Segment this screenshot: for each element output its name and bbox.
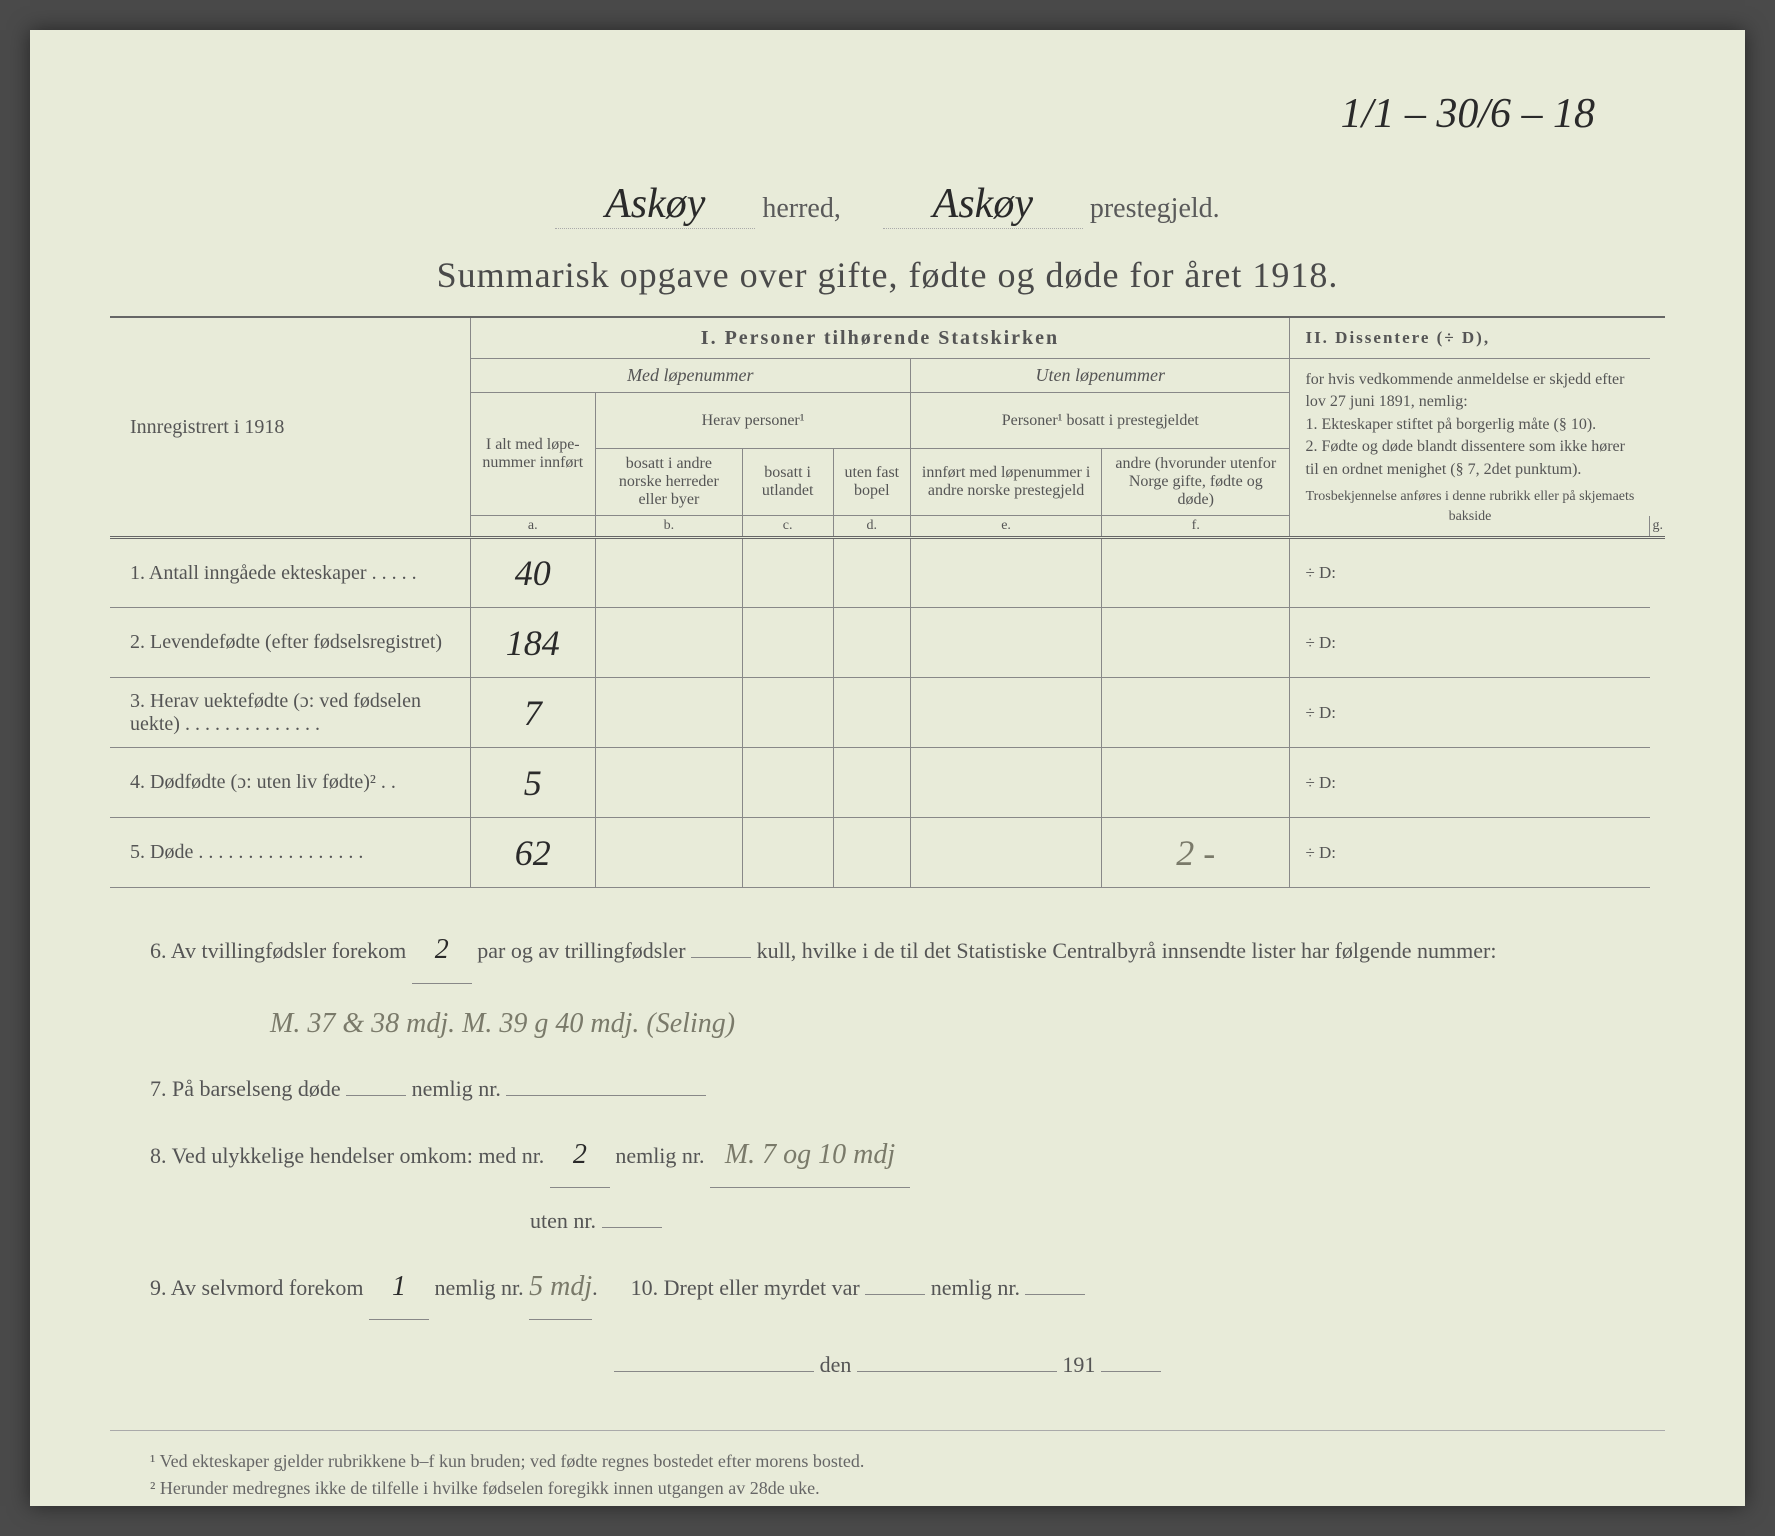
section1-header: I. Personer tilhørende Statskirken [470,317,1290,359]
letter-e: e. [911,516,1102,538]
section2-header: II. Dissentere (÷ D), [1290,317,1650,359]
row-label: 4. Dødfødte (ɔ: uten liv fødte)² . . [110,748,470,818]
cell-g: ÷ D: [1290,538,1650,608]
cell-e [911,538,1102,608]
cell-a: 40 [470,538,596,608]
col-a-header: I alt med løpe-nummer innført [470,393,596,516]
row-label: 2. Levendefødte (efter fødselsregistret) [110,608,470,678]
cell-b [596,608,743,678]
page-title: Summarisk opgave over gifte, fødte og dø… [110,254,1665,296]
cell-e [911,678,1102,748]
cell-b [596,538,743,608]
herav-personer: Herav personer¹ [596,393,911,449]
letter-b: b. [596,516,743,538]
cell-b [596,748,743,818]
cell-c [742,748,833,818]
q8-line: 8. Ved ulykkelige hendelser omkom: med n… [150,1123,1625,1188]
cell-d [833,748,911,818]
row-label: 5. Døde . . . . . . . . . . . . . . . . … [110,818,470,888]
col-e-header: innført med løpenummer i andre norske pr… [911,449,1102,516]
cell-d [833,818,911,888]
col-b-header: bosatt i andre norske herreder eller bye… [596,449,743,516]
cell-c [742,538,833,608]
letter-c: c. [742,516,833,538]
q6-line: 6. Av tvillingfødsler forekom 2 par og a… [150,918,1625,983]
q6-twins: 2 [412,918,472,983]
cell-e [911,608,1102,678]
cell-g: ÷ D: [1290,678,1650,748]
cell-f [1102,678,1290,748]
reg-label: Innregistrert i 1918 [110,317,470,538]
uten-lopenummer: Uten løpenummer [911,359,1290,393]
prestegjeld-value: Askøy [883,180,1083,229]
cell-a: 7 [470,678,596,748]
footnote-divider [110,1430,1665,1431]
header-line: Askøy herred, Askøy prestegjeld. [110,180,1665,229]
q8-detail: M. 7 og 10 mdj [710,1123,910,1188]
handwritten-date-annotation: 1/1 – 30/6 – 18 [1341,90,1595,138]
q8-count: 2 [550,1123,610,1188]
letter-f: f. [1102,516,1290,538]
cell-d [833,678,911,748]
table-row: 1. Antall inngåede ekteskaper . . . . . … [110,538,1665,608]
cell-f: 2 - [1102,818,1290,888]
row-label: 3. Herav uektefødte (ɔ: ved fødselen uek… [110,678,470,748]
letter-a: a. [470,516,596,538]
col-c-header: bosatt i utlandet [742,449,833,516]
q9-detail: 5 mdj [529,1255,592,1320]
herred-label: herred, [762,193,841,224]
table-row: 2. Levendefødte (efter fødselsregistret)… [110,608,1665,678]
main-table-wrap: Innregistrert i 1918 I. Personer tilhøre… [110,316,1665,888]
letter-g: g. [1650,516,1665,538]
cell-c [742,608,833,678]
cell-f [1102,538,1290,608]
q9-count: 1 [369,1255,429,1320]
cell-f [1102,748,1290,818]
col-d-header: uten fast bopel [833,449,911,516]
herred-value: Askøy [555,180,755,229]
date-line: den 191 [150,1340,1625,1391]
q9-q10-line: 9. Av selvmord forekom 1 nemlig nr. 5 md… [150,1255,1625,1320]
cell-g: ÷ D: [1290,818,1650,888]
q7-line: 7. På barselseng døde nemlig nr. [150,1064,1625,1115]
footnote-2: ² Herunder medregnes ikke de tilfelle i … [150,1478,1625,1499]
table-row: 4. Dødfødte (ɔ: uten liv fødte)² . . 5 ÷… [110,748,1665,818]
cell-d [833,608,911,678]
footnote-1: ¹ Ved ekteskaper gjelder rubrikkene b–f … [150,1451,1625,1472]
cell-c [742,678,833,748]
cell-a: 5 [470,748,596,818]
cell-b [596,818,743,888]
table-row: 5. Døde . . . . . . . . . . . . . . . . … [110,818,1665,888]
letter-d: d. [833,516,911,538]
q6-triplets [691,957,751,958]
cell-e [911,748,1102,818]
cell-b [596,678,743,748]
cell-d [833,538,911,608]
cell-a: 62 [470,818,596,888]
cell-g: ÷ D: [1290,608,1650,678]
row-label: 1. Antall inngåede ekteskaper . . . . . [110,538,470,608]
med-lopenummer: Med løpenummer [470,359,911,393]
cell-g: ÷ D: [1290,748,1650,818]
lower-questions: 6. Av tvillingfødsler forekom 2 par og a… [110,918,1665,1390]
col-f-header: andre (hvorunder utenfor Norge gifte, fø… [1102,449,1290,516]
summary-table: Innregistrert i 1918 I. Personer tilhøre… [110,316,1665,888]
q8-uten-line: uten nr. [150,1196,1625,1247]
dissentere-body: for hvis vedkommende anmeldelse er skjed… [1290,359,1650,538]
q6-detail: M. 37 & 38 mdj. M. 39 g 40 mdj. (Seling) [150,992,1625,1056]
cell-a: 184 [470,608,596,678]
table-row: 3. Herav uektefødte (ɔ: ved fødselen uek… [110,678,1665,748]
cell-e [911,818,1102,888]
footnotes: ¹ Ved ekteskaper gjelder rubrikkene b–f … [110,1451,1665,1499]
cell-c [742,818,833,888]
prestegjeld-label: prestegjeld. [1090,193,1220,224]
document-page: 1/1 – 30/6 – 18 Askøy herred, Askøy pres… [30,30,1745,1506]
cell-f [1102,608,1290,678]
personer-bosatt: Personer¹ bosatt i prestegjeldet [911,393,1290,449]
